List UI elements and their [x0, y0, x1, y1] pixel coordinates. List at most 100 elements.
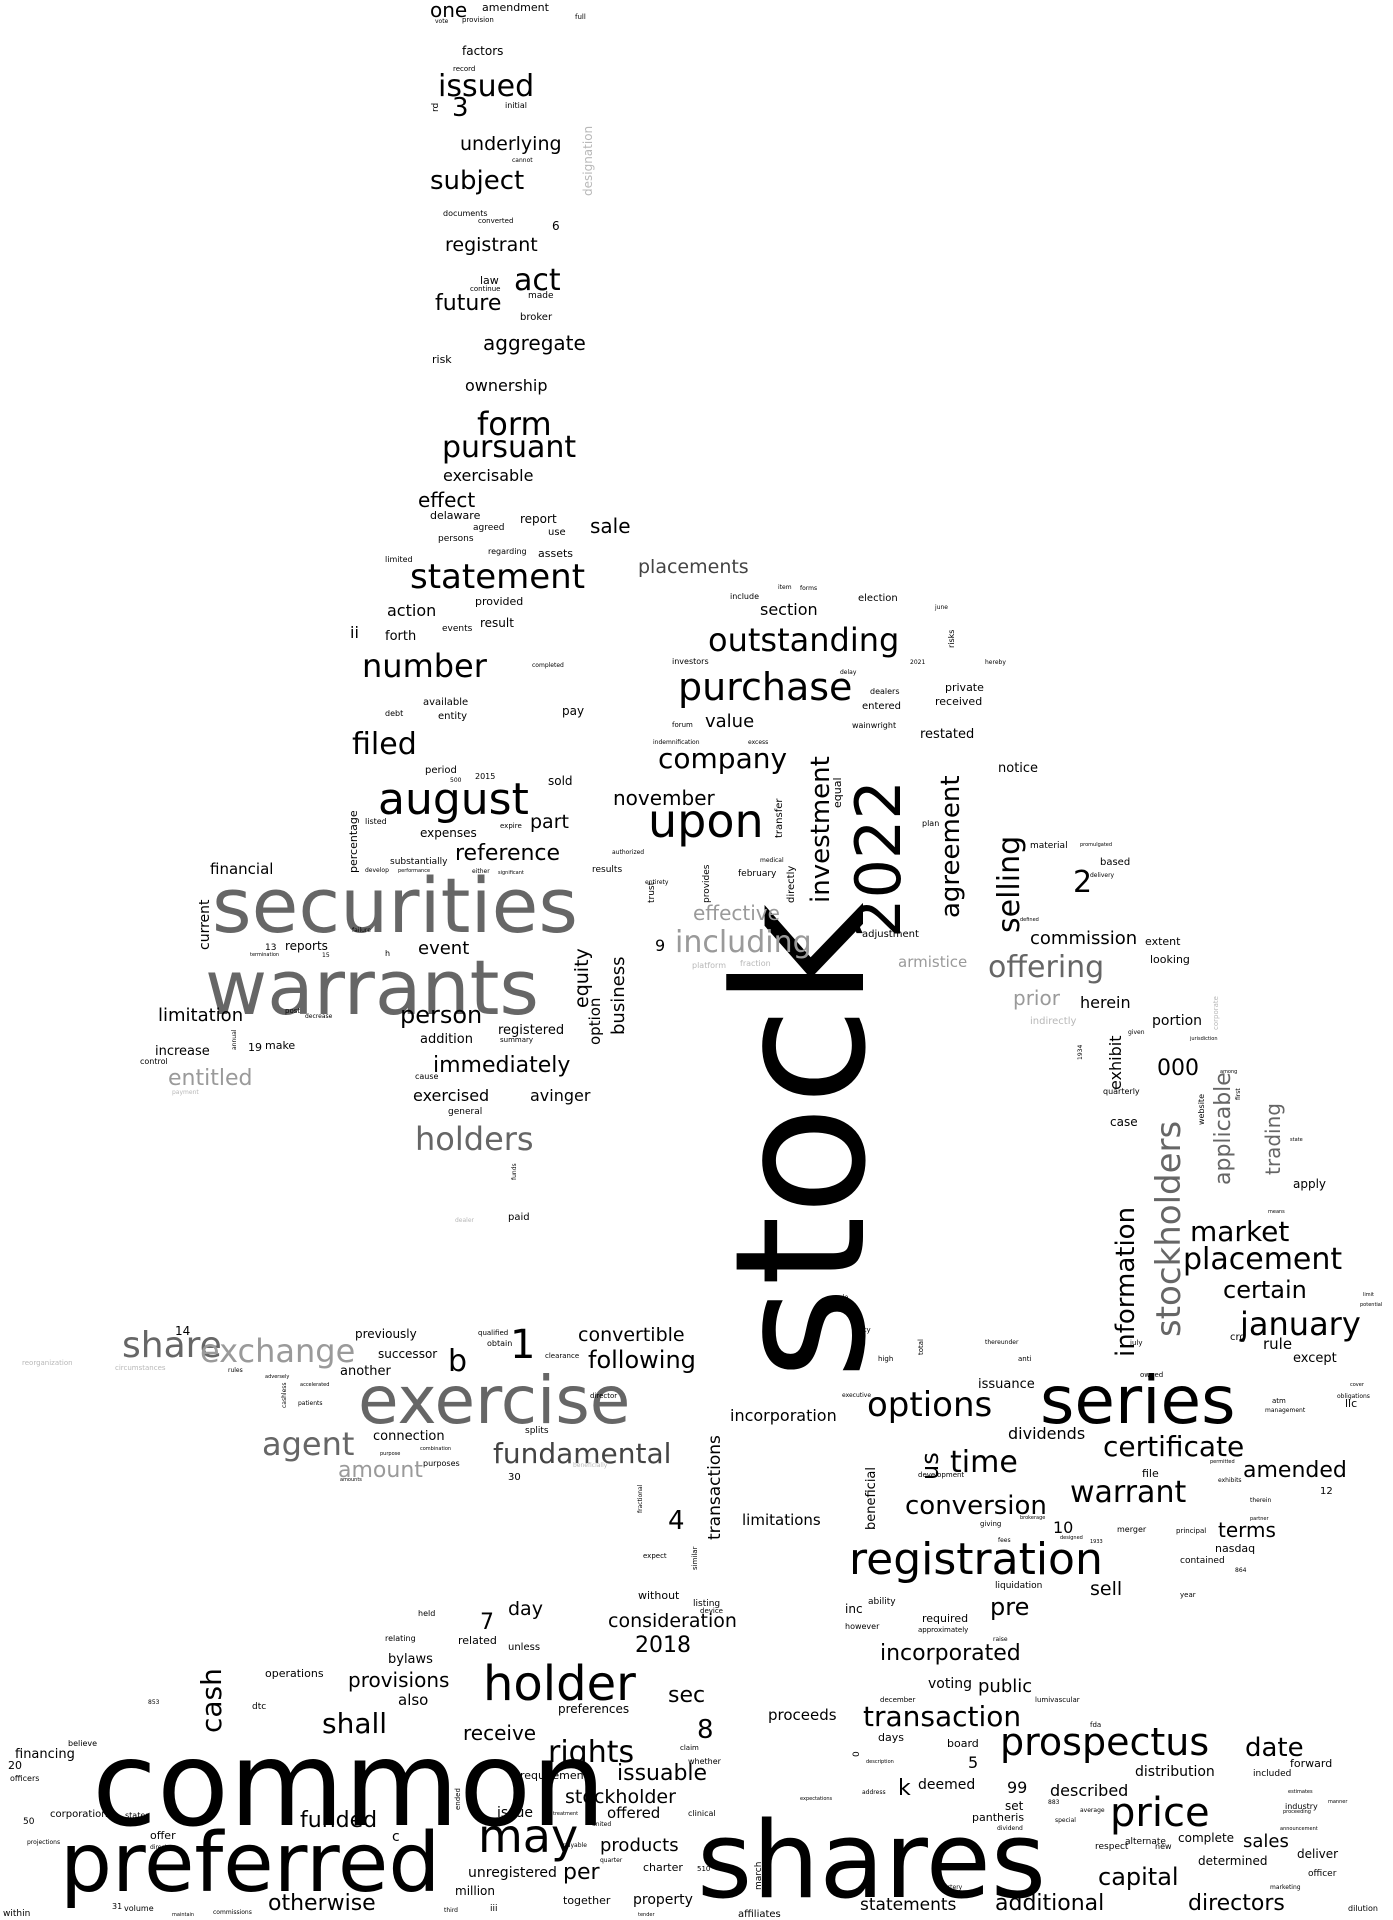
- word-affiliates: affiliates: [738, 1909, 781, 1920]
- word-directly: directly: [786, 865, 797, 903]
- word-number-853: 853: [148, 1699, 160, 1706]
- word-adjustment: adjustment: [862, 929, 919, 940]
- word-expect: expect: [643, 1552, 667, 1560]
- word-exhibits: exhibits: [1218, 1477, 1242, 1484]
- word-exercisable: exercisable: [443, 466, 534, 485]
- word-maintain: maintain: [172, 1912, 195, 1918]
- word-hereby: hereby: [985, 659, 1006, 666]
- word-authorized: authorized: [612, 849, 645, 856]
- word-november: november: [613, 786, 715, 810]
- word-adversely: adversely: [265, 1374, 290, 1380]
- word-provides: provides: [702, 864, 712, 904]
- word-inc: inc: [845, 1602, 863, 1616]
- word-forms: forms: [800, 585, 818, 592]
- word-preferred: preferred: [60, 1816, 441, 1911]
- word-raise: raise: [993, 1636, 1008, 1643]
- word-incorporated: incorporated: [880, 1641, 1021, 1666]
- word-convertible: convertible: [578, 1324, 685, 1346]
- word-make: make: [265, 1039, 296, 1052]
- word-filed: filed: [352, 727, 417, 762]
- word-director: director: [590, 1392, 618, 1400]
- word-estimates: estimates: [1288, 1789, 1313, 1795]
- word-deemed: deemed: [918, 1777, 976, 1793]
- word-issuable: issuable: [617, 1761, 708, 1786]
- word-result: result: [480, 616, 514, 630]
- word-proceeds: proceeds: [768, 1706, 837, 1724]
- word-determined: determined: [1198, 1854, 1268, 1868]
- word-paid: paid: [508, 1212, 530, 1223]
- word-case: case: [1110, 1115, 1138, 1129]
- word-volume: volume: [124, 1904, 154, 1913]
- word-upon: upon: [648, 794, 764, 848]
- word-development: development: [918, 1471, 965, 1479]
- word-event: event: [418, 938, 470, 959]
- word-days: days: [878, 1731, 904, 1744]
- word-continue: continue: [470, 285, 501, 293]
- word-executive: executive: [842, 1392, 872, 1399]
- word-number-31: 31: [112, 1902, 123, 1911]
- word-aggregate: aggregate: [483, 331, 586, 355]
- word-city: city: [858, 1326, 871, 1334]
- word-registration: registration: [849, 1534, 1103, 1585]
- word-number-7: 7: [480, 1610, 494, 1635]
- word-cash: cash: [195, 1668, 228, 1733]
- word-thereunder: thereunder: [985, 1339, 1019, 1346]
- word-funded: funded: [300, 1808, 378, 1833]
- word-clinical: clinical: [688, 1809, 716, 1818]
- word-fees: fees: [998, 1537, 1011, 1544]
- word-also: also: [398, 1691, 429, 1709]
- word-approximately: approximately: [918, 1626, 969, 1634]
- word-combination: combination: [420, 1446, 452, 1452]
- word-reorganization: reorganization: [22, 1359, 73, 1367]
- word-wainwright: wainwright: [852, 721, 897, 730]
- word-previously: previously: [355, 1327, 417, 1341]
- word-entirety: entirety: [645, 879, 669, 886]
- word-related: related: [458, 1634, 497, 1647]
- word-fda: fda: [1090, 1721, 1102, 1729]
- word-apply: apply: [1293, 1177, 1327, 1191]
- word-therein: therein: [1250, 1497, 1272, 1504]
- word-effect: effect: [418, 488, 476, 512]
- word-shares: shares: [697, 1799, 1047, 1920]
- word-permitted: permitted: [1210, 1459, 1235, 1465]
- word-events: events: [442, 624, 473, 634]
- word-amounts: amounts: [340, 1477, 362, 1483]
- word-number-6: 6: [552, 219, 560, 233]
- word-act: act: [514, 263, 561, 298]
- word-avinger: avinger: [530, 1086, 591, 1105]
- word-forward: forward: [1290, 1757, 1333, 1770]
- word-expectations: expectations: [800, 1796, 833, 1802]
- word-address: address: [862, 1789, 886, 1796]
- word-provision: provision: [462, 16, 494, 24]
- word-stockholder: stockholder: [565, 1786, 676, 1808]
- word-forth: forth: [385, 629, 417, 644]
- word-december: december: [880, 1696, 916, 1704]
- word-warrant: warrant: [1070, 1475, 1187, 1510]
- word-cause: cause: [415, 1072, 439, 1081]
- word-certificate: certificate: [1103, 1430, 1245, 1463]
- word-excess: excess: [748, 739, 769, 746]
- word-one: one: [430, 0, 468, 22]
- word-beneficially: beneficially: [573, 1462, 608, 1469]
- word-liquidation: liquidation: [995, 1581, 1043, 1591]
- word-stock: stock: [697, 902, 906, 1380]
- word-offered: offered: [607, 1804, 661, 1822]
- word-unless: unless: [508, 1642, 541, 1653]
- word-provided: provided: [475, 595, 524, 608]
- word-patients: patients: [298, 1400, 323, 1407]
- word-underlying: underlying: [460, 133, 562, 155]
- word-number-1934: 1934: [1077, 1044, 1084, 1060]
- word-clearance: clearance: [545, 1352, 580, 1360]
- word-risk: risk: [432, 353, 452, 366]
- word-industry: industry: [1285, 1802, 1318, 1811]
- word-required: required: [922, 1612, 969, 1625]
- word-initial: initial: [505, 101, 527, 110]
- word-information: information: [1111, 1206, 1141, 1357]
- word-number-3: 3: [452, 93, 469, 123]
- word-projections: projections: [27, 1839, 61, 1846]
- word-statement: statement: [410, 557, 586, 597]
- word-number-5: 5: [968, 1753, 979, 1772]
- word-entity: entity: [438, 711, 468, 722]
- word-including: including: [675, 925, 812, 960]
- word-number-30: 30: [508, 1472, 521, 1483]
